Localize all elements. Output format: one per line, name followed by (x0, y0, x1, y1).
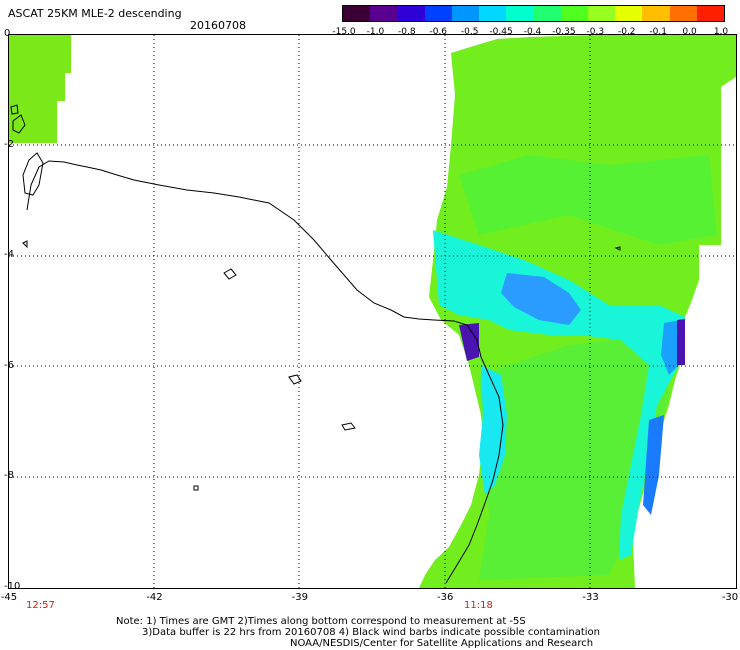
swath-blue-patch-southeast (643, 415, 664, 515)
y-tick-label: 0 (4, 28, 11, 39)
island-fernando (288, 374, 302, 385)
island-nw-1 (12, 114, 26, 134)
y-tick-label: -4 (4, 249, 14, 261)
swath-green-band (459, 155, 717, 245)
time-left: 12:57 (26, 600, 55, 611)
coastline (26, 160, 504, 584)
colorbar-swatch (397, 6, 425, 21)
swath-cyan-zone (433, 230, 685, 560)
island-nw-2 (10, 104, 19, 115)
colorbar-label: -15.0 (332, 27, 356, 37)
swath-blue-patch-central (501, 273, 581, 325)
x-tick-label: -39 (291, 592, 308, 603)
swath-purple-patch-east (677, 319, 685, 365)
colorbar-label: -0.3 (586, 27, 605, 37)
island-marajo (22, 152, 44, 196)
colorbar-label: 1.0 (713, 27, 729, 37)
map-canvas (9, 35, 736, 588)
colorbar-swatch (451, 6, 480, 21)
x-tick-label: -30 (721, 592, 739, 603)
colorbar-swatch (560, 6, 588, 21)
colorbar-label: -0.2 (617, 27, 636, 37)
y-tick-label: -10 (4, 581, 21, 592)
island-small-2 (193, 485, 199, 491)
island-small-1 (341, 422, 356, 431)
colorbar-swatch (696, 6, 725, 21)
swath-fragment-northwest (9, 35, 71, 143)
colorbar-swatch (615, 6, 643, 21)
y-tick-label: -2 (4, 138, 14, 150)
island-atol (223, 268, 237, 280)
colorbar-label: -1.0 (366, 27, 385, 37)
colorbar-swatch (506, 6, 534, 21)
map-panel[interactable] (8, 34, 737, 589)
colorbar-label: 0.0 (682, 27, 697, 37)
swath-blue-patch-east (661, 320, 681, 375)
colorbar-swatch (479, 6, 507, 21)
graticule (9, 35, 736, 588)
y-tick-label: -8 (4, 470, 14, 482)
island-small-3 (614, 246, 621, 251)
x-tick-label: -45 (0, 592, 18, 603)
island-small-4 (22, 240, 28, 249)
product-title: ASCAT 25KM MLE-2 descending (8, 7, 182, 20)
colorbar-swatch (642, 6, 670, 21)
swath-purple-patch-west (459, 323, 479, 361)
colorbar-swatch (669, 6, 697, 21)
colorbar-swatch (424, 6, 452, 21)
colorbar-label: -0.5 (460, 27, 479, 37)
colorbar-swatch (587, 6, 616, 21)
colorbar-label: -0.6 (429, 27, 448, 37)
colorbar-label: -0.45 (489, 27, 513, 37)
x-tick-label: -33 (582, 592, 599, 603)
y-tick-label: -6 (4, 359, 14, 371)
note-line-1: Note: 1) Times are GMT 2)Times along bot… (116, 616, 526, 627)
colorbar-swatch (533, 6, 561, 21)
colorbar-swatch (343, 6, 371, 21)
x-tick-label: -36 (437, 592, 454, 603)
colorbar-label: -0.35 (552, 27, 576, 37)
note-line-3: NOAA/NESDIS/Center for Satellite Applica… (290, 638, 594, 649)
x-tick-label: -42 (146, 592, 163, 603)
colorbar-label: -0.8 (398, 27, 416, 37)
product-date: 20160708 (190, 19, 246, 32)
colorbar (342, 5, 725, 22)
note-line-2: 3)Data buffer is 22 hrs from 20160708 4)… (142, 627, 600, 638)
colorbar-label: -0.1 (649, 27, 667, 37)
swath-cyan-south (479, 365, 507, 495)
time-right: 11:18 (464, 600, 493, 611)
colorbar-label: -0.4 (523, 27, 542, 37)
colorbar-swatch (370, 6, 398, 21)
